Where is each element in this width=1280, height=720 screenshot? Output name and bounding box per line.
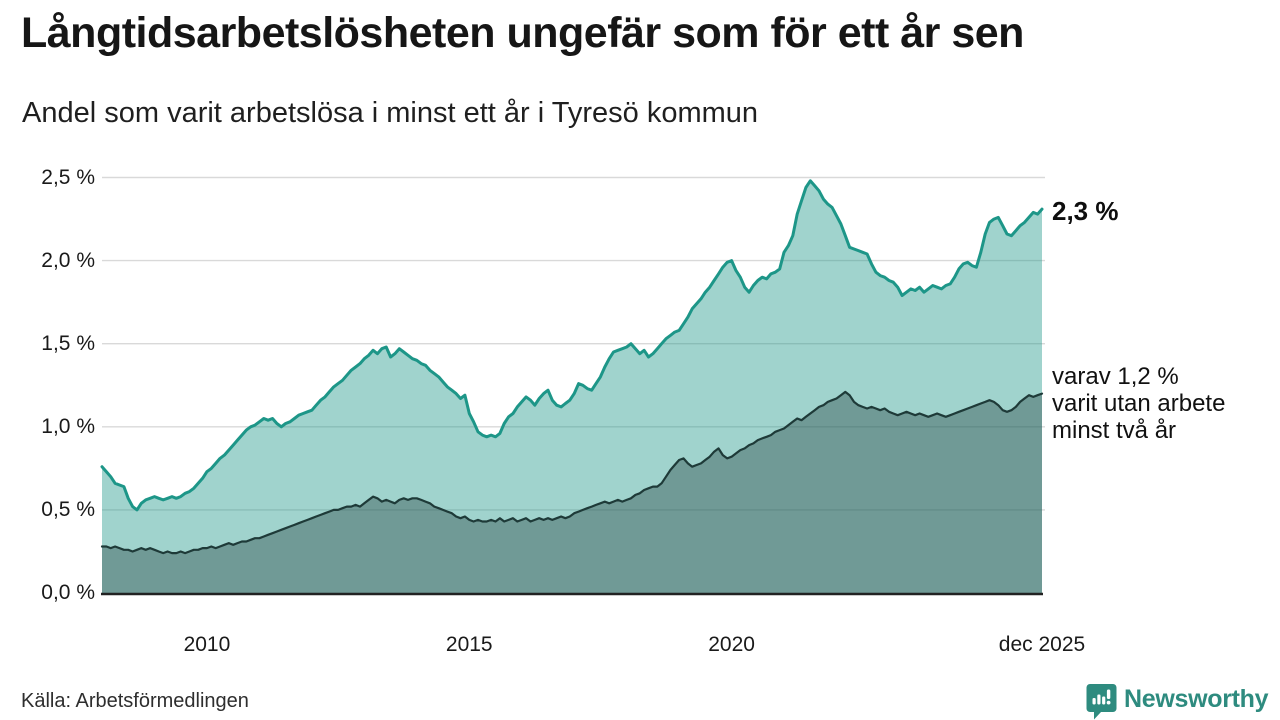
- secondary-annotation-line1: varav 1,2 %: [1052, 363, 1179, 390]
- series1-area: [102, 180, 1042, 594]
- source-attribution: Källa: Arbetsförmedlingen: [21, 690, 249, 712]
- page-title: Långtidsarbetslösheten ungefär som för e…: [21, 9, 1024, 57]
- brand-wordmark: Newsworthy: [1124, 685, 1269, 713]
- y-tick-label: 0,5 %: [41, 497, 95, 521]
- latest-value-label: 2,3 %: [1052, 196, 1119, 226]
- x-tick-label: 2010: [183, 633, 231, 656]
- y-tick-label: 2,0 %: [41, 248, 95, 272]
- y-tick-label: 1,5 %: [41, 331, 95, 355]
- secondary-annotation-line2: varit utan arbete: [1052, 390, 1226, 417]
- x-tick-label: 2015: [445, 633, 493, 656]
- x-tick-label: dec 2025: [998, 633, 1086, 656]
- x-tick-label: 2020: [708, 633, 755, 656]
- newsworthy-icon: [1086, 684, 1117, 720]
- secondary-annotation-line3: minst två år: [1052, 417, 1177, 444]
- series2-line: [100, 390, 1044, 555]
- series1-line: [100, 179, 1044, 512]
- gridlines: [102, 176, 1045, 511]
- secondary-series-annotation: varav 1,2 % varit utan arbete minst två …: [1052, 363, 1225, 444]
- series2-area: [102, 391, 1042, 593]
- y-tick-label: 2,5 %: [41, 165, 95, 189]
- brand-logo: Newsworthy: [1086, 683, 1269, 720]
- y-tick-label: 0,0 %: [41, 581, 95, 604]
- y-tick-label: 1,0 %: [41, 414, 95, 438]
- chart-subtitle: Andel som varit arbetslösa i minst ett å…: [22, 97, 759, 129]
